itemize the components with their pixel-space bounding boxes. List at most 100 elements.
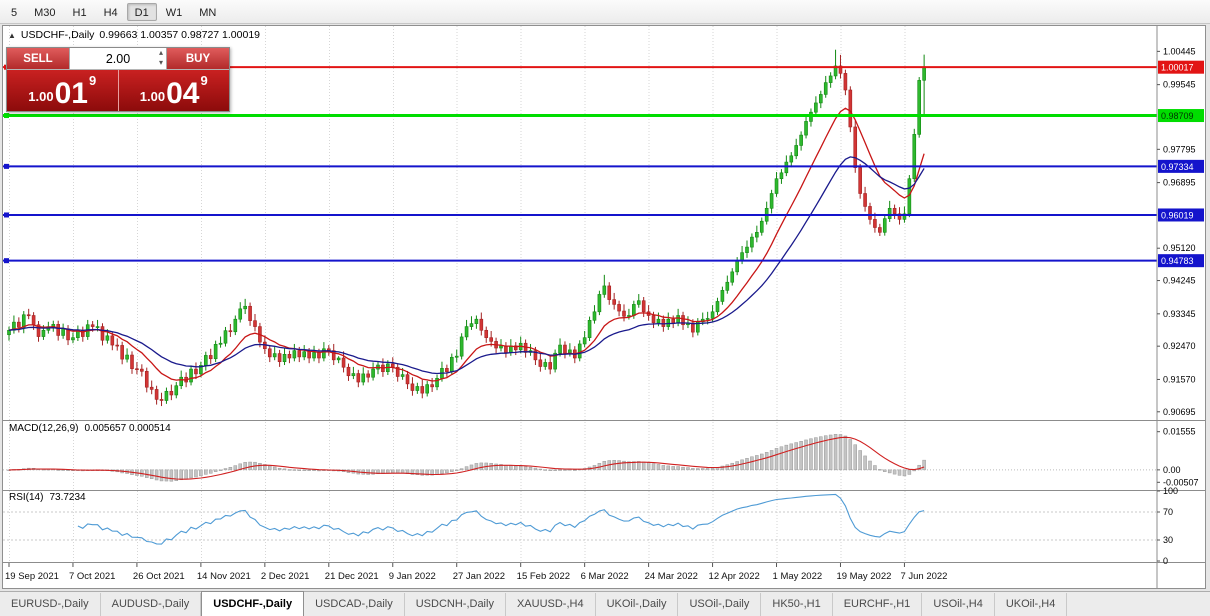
price-badge-0.94783	[1158, 254, 1204, 268]
svg-text:1 May 2022: 1 May 2022	[773, 571, 823, 582]
tab-ukoil-h4[interactable]: UKOil-,H4	[995, 593, 1068, 616]
svg-text:0.97334: 0.97334	[1161, 162, 1194, 172]
candlestick-series	[7, 49, 926, 407]
tab-audusd-daily[interactable]: AUDUSD-,Daily	[101, 593, 202, 616]
price-badge-0.97334	[1158, 159, 1204, 173]
chart-window: 1.00445 0.99545 0.97795 0.96895 0.95120 0.942…	[2, 25, 1206, 589]
svg-text:0.98709: 0.98709	[1161, 111, 1194, 121]
ma-fast-line	[8, 107, 925, 382]
tab-usoil-daily[interactable]: USOil-,Daily	[678, 593, 762, 616]
svg-text:7 Jun 2022: 7 Jun 2022	[900, 571, 947, 582]
svg-text:-0.00507: -0.00507	[1163, 477, 1199, 487]
oneclick-collapse-icon[interactable]: ▲	[8, 30, 16, 40]
price-chart-canvas: 1.00445 0.99545 0.97795 0.96895 0.95120 0.942…	[3, 26, 1205, 588]
chart-symbol-period: USDCHF-,Daily	[20, 29, 95, 41]
bid-pipette: 9	[88, 73, 97, 88]
svg-text:15 Feb 2022: 15 Feb 2022	[517, 571, 570, 582]
svg-text:6 Mar 2022: 6 Mar 2022	[581, 571, 629, 582]
svg-text:0.93345: 0.93345	[1163, 309, 1196, 319]
timeframe-button-m5[interactable]: 5	[11, 6, 18, 19]
price-badge-0.96019	[1158, 208, 1204, 222]
macd-values: 0.005657 0.000514	[84, 423, 171, 434]
tab-ukoil-daily[interactable]: UKOil-,Daily	[596, 593, 679, 616]
pane-separators	[3, 26, 1205, 588]
timeframe-button-d1[interactable]: D1	[126, 2, 157, 21]
svg-text:0.01555: 0.01555	[1163, 427, 1196, 437]
hline-handle[interactable]	[4, 113, 9, 119]
bid-pips: 01	[54, 77, 88, 110]
svg-text:2 Dec 2021: 2 Dec 2021	[261, 571, 310, 582]
chart-tab-bar: EURUSD-,Daily AUDUSD-,Daily USDCHF-,Dail…	[0, 591, 1210, 616]
rsi-indicator-label: RSI(14) 73.7234	[9, 492, 86, 503]
timeframe-button-mn[interactable]: MN	[199, 6, 217, 19]
svg-text:0.91570: 0.91570	[1163, 374, 1196, 384]
volume-spinner[interactable]: 2.00 ▴ ▾	[69, 48, 167, 69]
volume-spin-arrows: ▴ ▾	[159, 48, 163, 68]
svg-text:1.00445: 1.00445	[1163, 46, 1196, 56]
svg-text:0.90695: 0.90695	[1163, 407, 1196, 417]
macd-indicator-label: MACD(12,26,9) 0.005657 0.000514	[9, 423, 171, 434]
svg-text:26 Oct 2021: 26 Oct 2021	[133, 571, 185, 582]
svg-text:0.94783: 0.94783	[1161, 256, 1194, 266]
svg-text:19 Sep 2021: 19 Sep 2021	[5, 571, 59, 582]
svg-text:0.00: 0.00	[1163, 465, 1181, 475]
svg-text:70: 70	[1163, 507, 1173, 517]
timeframe-button-w1[interactable]: W1	[165, 6, 183, 19]
svg-text:14 Nov 2021: 14 Nov 2021	[197, 571, 251, 582]
price-badge-0.98709	[1158, 109, 1204, 123]
tab-eurusd-daily[interactable]: EURUSD-,Daily	[0, 593, 101, 616]
svg-text:0.96019: 0.96019	[1161, 210, 1194, 220]
hline-handle[interactable]	[4, 258, 9, 264]
one-click-trading-panel: SELL 2.00 ▴ ▾ BUY 1.00 01 9 1.00 04 9	[6, 47, 230, 112]
rsi-line	[77, 493, 925, 545]
ask-prefix: 1.00	[139, 89, 166, 104]
bid-price-display[interactable]: 1.00 01 9	[7, 70, 118, 111]
sell-button[interactable]: SELL	[7, 48, 69, 69]
svg-text:7 Oct 2021: 7 Oct 2021	[69, 571, 115, 582]
timeframe-button-m30[interactable]: M30	[34, 6, 56, 19]
svg-text:30: 30	[1163, 535, 1173, 545]
svg-text:1.00017: 1.00017	[1161, 63, 1194, 73]
svg-text:0: 0	[1163, 556, 1168, 566]
price-axis: 1.00445 0.99545 0.97795 0.96895 0.95120 0.942…	[1157, 46, 1204, 417]
hline-handle[interactable]	[4, 212, 9, 218]
chart-ohlc-values: 0.99663 1.00357 0.98727 1.00019	[99, 29, 260, 41]
tab-usdchf-daily[interactable]: USDCHF-,Daily	[201, 591, 305, 616]
timeframe-toolbar: 5 M30 H1 H4 D1 W1 MN	[0, 0, 1210, 24]
timeframe-button-h1[interactable]: H1	[72, 6, 87, 19]
svg-text:0.94245: 0.94245	[1163, 276, 1196, 286]
date-axis: 19 Sep 2021 7 Oct 2021 26 Oct 2021 14 Nov 2…	[5, 563, 947, 582]
tab-hk50-h1[interactable]: HK50-,H1	[761, 593, 833, 616]
timeframe-button-h4[interactable]: H4	[103, 6, 118, 19]
svg-text:0.96895: 0.96895	[1163, 178, 1196, 188]
volume-up-arrow[interactable]: ▴	[158, 48, 163, 57]
svg-text:12 Apr 2022: 12 Apr 2022	[709, 571, 760, 582]
volume-value: 2.00	[105, 51, 131, 66]
svg-text:0.92470: 0.92470	[1163, 341, 1196, 351]
volume-down-arrow[interactable]: ▾	[158, 58, 163, 67]
tab-usoil-h4[interactable]: USOil-,H4	[922, 593, 995, 616]
tab-xauusd-h4[interactable]: XAUUSD-,H4	[506, 593, 596, 616]
svg-text:0.99545: 0.99545	[1163, 80, 1196, 90]
svg-text:19 May 2022: 19 May 2022	[836, 571, 891, 582]
chart-title: ▲ USDCHF-,Daily 0.99663 1.00357 0.98727 …	[8, 29, 260, 41]
buy-button[interactable]: BUY	[167, 48, 229, 69]
hline-handle[interactable]	[4, 163, 9, 169]
svg-text:0.95120: 0.95120	[1163, 243, 1196, 253]
macd-signal-line	[8, 436, 925, 480]
rsi-name: RSI(14)	[9, 492, 44, 503]
svg-text:24 Mar 2022: 24 Mar 2022	[645, 571, 698, 582]
svg-text:27 Jan 2022: 27 Jan 2022	[453, 571, 505, 582]
svg-text:21 Dec 2021: 21 Dec 2021	[325, 571, 379, 582]
bid-prefix: 1.00	[28, 89, 54, 104]
tab-usdcnh-daily[interactable]: USDCNH-,Daily	[405, 593, 506, 616]
tab-usdcad-daily[interactable]: USDCAD-,Daily	[304, 593, 405, 616]
tab-eurchf-h1[interactable]: EURCHF-,H1	[833, 593, 923, 616]
ask-price-display[interactable]: 1.00 04 9	[117, 70, 229, 111]
price-badge-1.00017	[1158, 60, 1204, 74]
svg-text:0.97795: 0.97795	[1163, 144, 1196, 154]
svg-text:100: 100	[1163, 486, 1178, 496]
svg-text:9 Jan 2022: 9 Jan 2022	[389, 571, 436, 582]
macd-name: MACD(12,26,9)	[9, 423, 79, 434]
ask-pipette: 9	[200, 73, 208, 88]
